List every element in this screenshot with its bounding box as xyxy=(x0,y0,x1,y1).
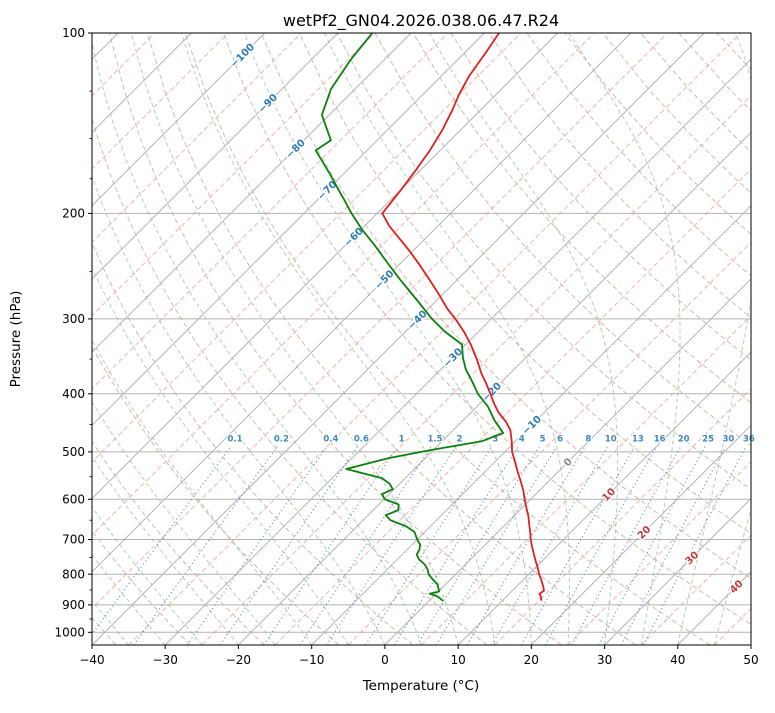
temperature-line xyxy=(382,33,544,600)
mixing-ratio-label: 1 xyxy=(399,434,405,444)
y-tick-label: 900 xyxy=(62,598,85,612)
mixing-ratio-label: 5 xyxy=(540,434,546,444)
mixing-ratio-label: 4 xyxy=(519,434,525,444)
mixing-ratio-label: 0.2 xyxy=(274,434,289,444)
x-tick-label: −20 xyxy=(226,653,251,667)
isotherm-label: 30 xyxy=(684,550,702,568)
axes: 1002003004005006007008009001000−40−30−20… xyxy=(54,26,758,667)
mixing-ratio-label: 10 xyxy=(605,434,617,444)
x-tick-label: 20 xyxy=(524,653,539,667)
mixing-ratio-label: 0.4 xyxy=(323,434,338,444)
x-tick-label: 10 xyxy=(450,653,465,667)
mixing-ratio-label: 2 xyxy=(457,434,463,444)
background-lines xyxy=(0,33,775,645)
plot-border xyxy=(92,33,751,645)
mixing-ratio-label: 20 xyxy=(678,434,690,444)
x-tick-label: 40 xyxy=(670,653,685,667)
x-tick-label: 30 xyxy=(597,653,612,667)
mixing-ratio-label: 13 xyxy=(632,434,644,444)
generated-plot-content: −100−100−90−90−80−80−70−70−60−60−50−50−4… xyxy=(0,26,775,667)
mixing-ratio-label: 0.6 xyxy=(354,434,369,444)
isotherm-label: −100 xyxy=(229,42,257,70)
y-tick-label: 300 xyxy=(62,312,85,326)
isotherm-label: 10 xyxy=(600,486,618,504)
mixing-ratio-label: 30 xyxy=(722,434,734,444)
mixing-ratio-label: 1.5 xyxy=(427,434,442,444)
mixing-ratio-label: 0.1 xyxy=(227,434,242,444)
x-axis-label: Temperature (°C) xyxy=(362,678,480,694)
isotherm-label: −50 xyxy=(373,269,397,293)
y-tick-label: 600 xyxy=(62,493,85,507)
isotherm-label: 40 xyxy=(728,578,746,596)
y-tick-label: 200 xyxy=(62,207,85,221)
y-axis-label: Pressure (hPa) xyxy=(8,291,24,388)
mixing-ratio-label: 8 xyxy=(585,434,591,444)
x-tick-label: −40 xyxy=(79,653,104,667)
y-tick-label: 400 xyxy=(62,387,85,401)
mixing-ratio-label: 36 xyxy=(743,434,755,444)
mixing-ratio-label: 25 xyxy=(702,434,714,444)
mixing-ratio-label: 6 xyxy=(557,434,563,444)
y-tick-label: 100 xyxy=(62,26,85,40)
mixing-ratio-label: 16 xyxy=(654,434,666,444)
y-tick-label: 700 xyxy=(62,533,85,547)
x-tick-label: −10 xyxy=(299,653,324,667)
x-tick-label: 0 xyxy=(381,653,389,667)
isotherm-label: 0 xyxy=(562,456,575,469)
y-tick-label: 1000 xyxy=(54,626,85,640)
isotherm-label: −90 xyxy=(256,92,280,116)
y-tick-label: 800 xyxy=(62,567,85,581)
x-tick-label: 50 xyxy=(743,653,758,667)
dry-adiabat-lines xyxy=(0,33,775,645)
x-tick-label: −30 xyxy=(153,653,178,667)
chart-title: wetPf2_GN04.2026.038.06.47.R24 xyxy=(283,11,559,31)
isotherm-label: −80 xyxy=(284,138,308,162)
y-tick-label: 500 xyxy=(62,445,85,459)
